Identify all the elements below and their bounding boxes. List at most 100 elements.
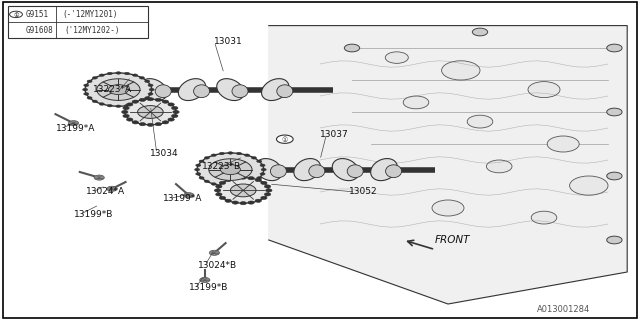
Circle shape bbox=[147, 98, 154, 101]
Circle shape bbox=[149, 88, 154, 91]
Text: 13024*B: 13024*B bbox=[198, 261, 237, 270]
Circle shape bbox=[216, 185, 222, 188]
Circle shape bbox=[442, 61, 480, 80]
Circle shape bbox=[99, 74, 104, 76]
Circle shape bbox=[197, 153, 264, 186]
Text: G9151: G9151 bbox=[26, 10, 49, 19]
Circle shape bbox=[211, 154, 216, 156]
Circle shape bbox=[264, 185, 271, 188]
Circle shape bbox=[125, 99, 176, 125]
Text: 13024*A: 13024*A bbox=[86, 188, 125, 196]
Text: ①: ① bbox=[13, 12, 19, 18]
Circle shape bbox=[199, 160, 204, 163]
Circle shape bbox=[220, 152, 225, 155]
Circle shape bbox=[228, 185, 233, 188]
Circle shape bbox=[108, 104, 113, 107]
Circle shape bbox=[230, 184, 256, 197]
Text: 13199*B: 13199*B bbox=[74, 210, 113, 219]
Circle shape bbox=[94, 175, 104, 180]
Circle shape bbox=[10, 11, 22, 18]
Circle shape bbox=[84, 84, 89, 87]
Circle shape bbox=[209, 250, 220, 255]
Text: 13199*A: 13199*A bbox=[56, 124, 96, 132]
Ellipse shape bbox=[140, 79, 167, 100]
Polygon shape bbox=[269, 26, 627, 304]
Circle shape bbox=[173, 110, 179, 114]
Circle shape bbox=[140, 123, 146, 126]
Circle shape bbox=[240, 176, 246, 179]
Circle shape bbox=[607, 108, 622, 116]
Ellipse shape bbox=[309, 165, 325, 178]
Circle shape bbox=[547, 136, 579, 152]
Circle shape bbox=[528, 82, 560, 98]
Circle shape bbox=[232, 201, 239, 204]
Circle shape bbox=[260, 172, 265, 175]
Circle shape bbox=[225, 179, 231, 182]
Circle shape bbox=[211, 183, 216, 185]
Circle shape bbox=[140, 98, 146, 101]
Circle shape bbox=[92, 100, 97, 103]
Circle shape bbox=[68, 121, 79, 126]
Circle shape bbox=[252, 180, 257, 183]
Circle shape bbox=[123, 107, 129, 110]
Circle shape bbox=[140, 100, 145, 103]
Circle shape bbox=[172, 107, 178, 110]
Circle shape bbox=[155, 123, 161, 126]
Circle shape bbox=[148, 92, 153, 95]
Circle shape bbox=[107, 186, 117, 191]
Circle shape bbox=[236, 152, 241, 155]
Text: 13223*B: 13223*B bbox=[202, 162, 241, 171]
Circle shape bbox=[260, 181, 267, 184]
Circle shape bbox=[87, 97, 92, 99]
Circle shape bbox=[214, 189, 221, 192]
Circle shape bbox=[228, 152, 233, 154]
Circle shape bbox=[116, 105, 121, 108]
Circle shape bbox=[163, 121, 169, 124]
Circle shape bbox=[276, 135, 293, 143]
Circle shape bbox=[257, 177, 262, 179]
Circle shape bbox=[127, 118, 133, 121]
Circle shape bbox=[236, 184, 241, 187]
Circle shape bbox=[607, 236, 622, 244]
Ellipse shape bbox=[217, 79, 244, 100]
Ellipse shape bbox=[270, 165, 287, 178]
Circle shape bbox=[132, 103, 138, 105]
Circle shape bbox=[122, 110, 128, 114]
Circle shape bbox=[184, 193, 194, 198]
Text: ①: ① bbox=[282, 137, 288, 143]
Ellipse shape bbox=[193, 85, 210, 98]
Circle shape bbox=[257, 160, 262, 163]
Ellipse shape bbox=[385, 165, 402, 178]
Ellipse shape bbox=[155, 85, 172, 98]
Circle shape bbox=[124, 72, 129, 75]
Circle shape bbox=[138, 106, 163, 118]
Circle shape bbox=[255, 179, 262, 182]
Circle shape bbox=[85, 73, 152, 106]
Ellipse shape bbox=[371, 159, 397, 180]
Circle shape bbox=[344, 44, 360, 52]
Text: A013001284: A013001284 bbox=[536, 305, 590, 314]
Circle shape bbox=[220, 181, 226, 184]
Circle shape bbox=[260, 196, 267, 200]
Circle shape bbox=[244, 183, 250, 185]
Circle shape bbox=[195, 168, 200, 171]
Text: (-'12MY1201): (-'12MY1201) bbox=[62, 10, 118, 19]
Circle shape bbox=[83, 88, 88, 91]
Circle shape bbox=[155, 98, 161, 101]
Circle shape bbox=[108, 72, 113, 75]
Ellipse shape bbox=[255, 159, 282, 180]
Circle shape bbox=[248, 201, 254, 204]
Circle shape bbox=[220, 196, 226, 200]
Circle shape bbox=[116, 72, 121, 74]
Text: ('12MY1202-): ('12MY1202-) bbox=[64, 26, 120, 35]
Circle shape bbox=[108, 84, 129, 95]
Text: 13034: 13034 bbox=[150, 149, 179, 158]
Circle shape bbox=[168, 118, 174, 121]
Circle shape bbox=[204, 156, 209, 159]
Ellipse shape bbox=[348, 165, 364, 178]
Circle shape bbox=[127, 103, 133, 106]
Circle shape bbox=[220, 184, 225, 187]
Circle shape bbox=[486, 160, 512, 173]
Circle shape bbox=[97, 79, 140, 100]
Circle shape bbox=[168, 103, 174, 106]
